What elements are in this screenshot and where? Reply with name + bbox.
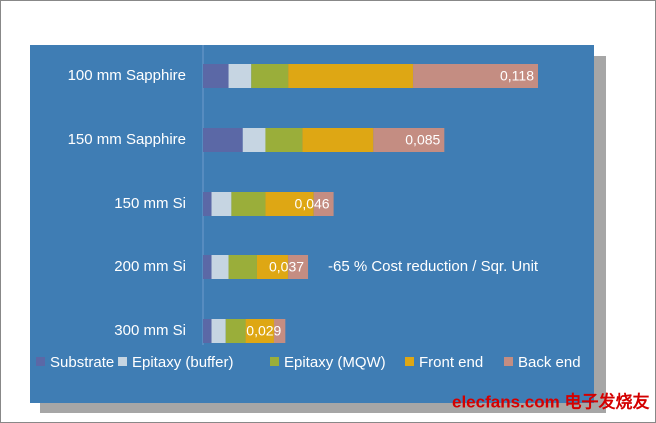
bar-segment	[203, 192, 212, 216]
legend-swatch	[405, 357, 414, 366]
value-label: 0,085	[405, 132, 440, 148]
bar-segment	[313, 192, 334, 216]
category-label: 100 mm Sapphire	[68, 67, 186, 84]
watermark: elecfans.com 电子发烧友	[452, 391, 649, 411]
bar-segment	[225, 319, 246, 343]
value-label: 0,046	[295, 196, 330, 212]
bar-segment	[211, 255, 229, 279]
legend-label: Epitaxy (buffer)	[132, 354, 233, 371]
value-label: 0,037	[269, 259, 304, 275]
panel	[30, 45, 594, 403]
bar-segment	[228, 255, 257, 279]
legend-swatch	[36, 357, 45, 366]
category-label: 300 mm Si	[114, 322, 186, 339]
bar-segment	[203, 128, 243, 152]
bar-segment	[302, 128, 374, 152]
bar-segment	[288, 255, 309, 279]
bar-segment	[288, 64, 414, 88]
bar-segment	[228, 64, 252, 88]
bar-segment	[211, 319, 226, 343]
legend-swatch	[504, 357, 513, 366]
annotation: -65 % Cost reduction / Sqr. Unit	[328, 258, 539, 275]
bar-segment	[373, 128, 445, 152]
legend-swatch	[118, 357, 127, 366]
bar-segment	[203, 255, 212, 279]
value-label: 0,029	[246, 323, 281, 339]
category-label: 200 mm Si	[114, 258, 186, 275]
bar-segment	[251, 64, 289, 88]
category-label: 150 mm Sapphire	[68, 131, 186, 148]
bar-segment	[211, 192, 232, 216]
bar-segment	[273, 319, 286, 343]
category-label: 150 mm Si	[114, 195, 186, 212]
bar-segment	[203, 64, 229, 88]
legend-swatch	[270, 357, 279, 366]
bar-segment	[265, 128, 303, 152]
bar-segment	[203, 319, 212, 343]
bar-segment	[256, 255, 289, 279]
legend-label: Epitaxy (MQW)	[284, 354, 386, 371]
legend-label: Back end	[518, 354, 581, 371]
bar-segment	[265, 192, 314, 216]
value-label: 0,118	[500, 68, 534, 84]
bar-segment	[231, 192, 266, 216]
bar-segment	[245, 319, 274, 343]
legend-label: Front end	[419, 354, 483, 371]
bar-segment	[413, 64, 538, 88]
bar-segment	[242, 128, 266, 152]
legend-label: Substrate	[50, 354, 114, 371]
